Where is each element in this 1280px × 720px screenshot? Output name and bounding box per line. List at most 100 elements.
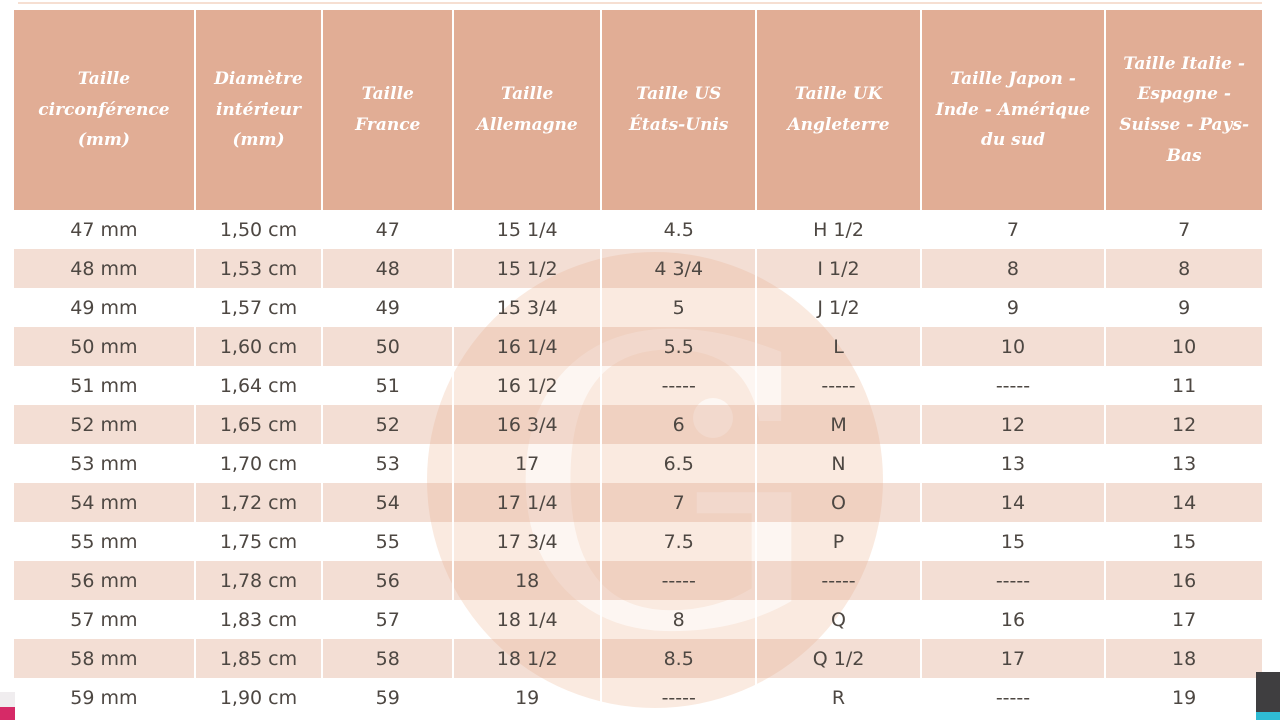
table-header-row: Taille circonférence (mm) Diamètre intéri… bbox=[14, 10, 1262, 210]
table-cell: 16 1/4 bbox=[453, 327, 603, 366]
table-cell: ----- bbox=[920, 366, 1107, 405]
table-cell: 18 bbox=[1105, 639, 1262, 678]
table-cell: 52 mm bbox=[14, 405, 196, 444]
table-cell: Q 1/2 bbox=[756, 639, 922, 678]
ring-size-table: Taille circonférence (mm) Diamètre intéri… bbox=[14, 10, 1262, 717]
table-cell: 53 mm bbox=[14, 444, 196, 483]
table-cell: 49 mm bbox=[14, 288, 196, 327]
table-row-52-mm: 52 mm 1,65 cm 52 16 3/4 6 M 12 12 bbox=[14, 405, 1262, 444]
table-cell: O bbox=[756, 483, 922, 522]
table-cell: ----- bbox=[601, 561, 758, 600]
table-cell: 47 bbox=[322, 210, 455, 249]
table-cell: 15 3/4 bbox=[453, 288, 603, 327]
table-cell: 17 bbox=[453, 444, 603, 483]
column-header-8: Taille Italie - Espagne - Suisse - Pays-… bbox=[1105, 10, 1262, 210]
table-cell: R bbox=[756, 678, 922, 717]
table-row-48-mm: 48 mm 1,53 cm 48 15 1/2 4 3/4 I 1/2 8 8 bbox=[14, 249, 1262, 288]
table-row-51-mm: 51 mm 1,64 cm 51 16 1/2 ----- ----- ----- 11 bbox=[14, 366, 1262, 405]
table-cell: 49 bbox=[322, 288, 455, 327]
table-cell: I 1/2 bbox=[756, 249, 922, 288]
table-row-54-mm: 54 mm 1,72 cm 54 17 1/4 7 O 14 14 bbox=[14, 483, 1262, 522]
table-cell: ----- bbox=[756, 366, 922, 405]
table-cell: 51 mm bbox=[14, 366, 196, 405]
table-cell: 58 bbox=[322, 639, 455, 678]
table-cell: 1,78 cm bbox=[194, 561, 324, 600]
table-cell: 50 mm bbox=[14, 327, 196, 366]
table-cell: 9 bbox=[920, 288, 1107, 327]
table-cell: ----- bbox=[920, 561, 1107, 600]
table-cell: M bbox=[756, 405, 922, 444]
table-row-58-mm: 58 mm 1,85 cm 58 18 1/2 8.5 Q 1/2 17 18 bbox=[14, 639, 1262, 678]
table-cell: 58 mm bbox=[14, 639, 196, 678]
table-cell: 17 bbox=[920, 639, 1107, 678]
table-cell: 47 mm bbox=[14, 210, 196, 249]
table-cell: 15 1/2 bbox=[453, 249, 603, 288]
table-cell: 19 bbox=[1172, 686, 1197, 709]
table-cell: 1,85 cm bbox=[194, 639, 324, 678]
table-cell: 18 1/4 bbox=[453, 600, 603, 639]
column-header-7: Taille Japon - Inde - Amérique du sud bbox=[920, 10, 1107, 210]
table-row-57-mm: 57 mm 1,83 cm 57 18 1/4 8 Q 16 17 bbox=[14, 600, 1262, 639]
table-cell: 15 bbox=[1172, 530, 1197, 553]
table-cell: 5 bbox=[601, 288, 758, 327]
table-cell: 18 1/2 bbox=[453, 639, 603, 678]
table-row-53-mm: 53 mm 1,70 cm 53 17 6.5 N 13 13 bbox=[14, 444, 1262, 483]
table-cell: 19 bbox=[453, 678, 603, 717]
table-cell: 8 bbox=[601, 600, 758, 639]
table-cell: 1,65 cm bbox=[194, 405, 324, 444]
table-cell: 57 bbox=[322, 600, 455, 639]
table-cell: 18 bbox=[453, 561, 603, 600]
table-cell: 11 bbox=[1172, 374, 1197, 397]
table-cell: 12 bbox=[920, 405, 1107, 444]
table-cell: 16 bbox=[1105, 561, 1262, 600]
table-cell: 17 1/4 bbox=[453, 483, 603, 522]
bottom-left-magenta-strip bbox=[0, 707, 15, 720]
table-row-59-mm: 59 mm 1,90 cm 59 19 ----- R ----- 19 bbox=[14, 678, 1262, 717]
table-cell: 54 bbox=[322, 483, 455, 522]
table-cell: 48 bbox=[322, 249, 455, 288]
table-row-56-mm: 56 mm 1,78 cm 56 18 ----- ----- ----- 16 bbox=[14, 561, 1262, 600]
table-cell: 17 bbox=[1172, 608, 1197, 631]
table-cell: 1,90 cm bbox=[194, 678, 324, 717]
table-cell: 52 bbox=[322, 405, 455, 444]
table-cell: ----- bbox=[920, 678, 1107, 717]
table-cell: 55 mm bbox=[14, 522, 196, 561]
table-cell: 16 1/2 bbox=[453, 366, 603, 405]
table-cell: 1,60 cm bbox=[194, 327, 324, 366]
column-header-6: Taille UK Angleterre bbox=[756, 10, 922, 210]
table-cell: 4 3/4 bbox=[601, 249, 758, 288]
scroll-widget-dark[interactable] bbox=[1256, 672, 1280, 712]
scroll-widget-cyan-strip[interactable] bbox=[1256, 712, 1280, 720]
table-cell: 17 3/4 bbox=[453, 522, 603, 561]
bottom-left-gray-strip bbox=[0, 692, 15, 707]
table-cell: 53 bbox=[322, 444, 455, 483]
table-cell: 12 bbox=[1105, 405, 1262, 444]
column-header-2: Diamètre intérieur (mm) bbox=[194, 10, 324, 210]
table-cell: 14 bbox=[1105, 483, 1262, 522]
table-cell: 6 bbox=[601, 405, 758, 444]
table-cell: 16 bbox=[920, 600, 1107, 639]
table-cell: ----- bbox=[601, 678, 758, 717]
table-cell: 8 bbox=[920, 249, 1107, 288]
table-row-55-mm: 55 mm 1,75 cm 55 17 3/4 7.5 P 15 15 bbox=[14, 522, 1262, 561]
table-cell: 1,50 cm bbox=[194, 210, 324, 249]
table-cell: 59 mm bbox=[14, 678, 196, 717]
table-row-47-mm: 47 mm 1,50 cm 47 15 1/4 4.5 H 1/2 7 7 bbox=[14, 210, 1262, 249]
table-cell: 10 bbox=[1105, 327, 1262, 366]
table-cell: Q bbox=[756, 600, 922, 639]
table-cell: 6.5 bbox=[601, 444, 758, 483]
top-edge-line bbox=[18, 2, 1262, 4]
table-cell: 54 mm bbox=[14, 483, 196, 522]
table-cell: 13 bbox=[1172, 452, 1197, 475]
table-cell: J 1/2 bbox=[756, 288, 922, 327]
table-cell: 8.5 bbox=[601, 639, 758, 678]
table-row-50-mm: 50 mm 1,60 cm 50 16 1/4 5.5 L 10 10 bbox=[14, 327, 1262, 366]
table-cell: ----- bbox=[756, 561, 922, 600]
table-cell: 4.5 bbox=[601, 210, 758, 249]
table-cell: 57 mm bbox=[14, 600, 196, 639]
table-cell: 50 bbox=[322, 327, 455, 366]
table-cell: 5.5 bbox=[601, 327, 758, 366]
table-cell: 13 bbox=[920, 444, 1107, 483]
table-cell: 1,75 cm bbox=[194, 522, 324, 561]
